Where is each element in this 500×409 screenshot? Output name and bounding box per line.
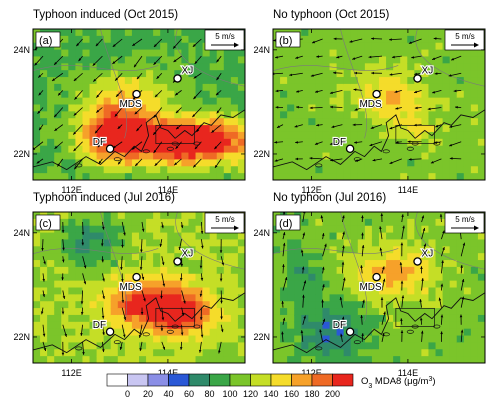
site-mds: MDS <box>358 89 383 111</box>
site-df: DF <box>92 136 115 154</box>
map-frame <box>272 211 486 364</box>
colorbar-swatch <box>127 373 149 387</box>
colorbar-tick: 180 <box>304 389 319 399</box>
panel-title: Typhoon induced (Oct 2015) <box>33 9 178 21</box>
colorbar-swatch <box>250 373 272 387</box>
svg-text:DF: DF <box>93 320 106 331</box>
x-tick-label: 114E <box>398 185 418 195</box>
site-df: DF <box>332 136 355 154</box>
colorbar-tick: 60 <box>184 389 194 399</box>
colorbar: 0 20 40 60 80 100 120 140 160 180 200 O3 MDA8 (μg/m… <box>106 373 436 399</box>
colorbar-swatch <box>332 373 354 387</box>
wind-scale-label: 5 m/s <box>215 215 235 224</box>
y-tick-label: 24N <box>13 45 30 55</box>
wind-scale: 5 m/s <box>444 29 485 51</box>
y-tick-label: 22N <box>13 149 30 159</box>
colorbar-swatch <box>291 373 313 387</box>
map-panel-a: 5 m/s (a) Typhoon induced (Oct 2015) XJ MDS D… <box>13 9 246 195</box>
panel-label: (a) <box>35 31 61 48</box>
wind-scale: 5 m/s <box>444 212 485 234</box>
svg-text:DF: DF <box>333 320 346 331</box>
svg-text:MDS: MDS <box>119 99 142 110</box>
site-mds: MDS <box>118 89 143 111</box>
colorbar-title: O3 MDA8 (μg/m3) <box>361 376 436 390</box>
colorbar-tick: 80 <box>204 389 214 399</box>
colorbar-swatch <box>168 373 190 387</box>
x-tick-label: 112E <box>301 185 321 195</box>
wind-scale-label: 5 m/s <box>215 32 235 41</box>
colorbar-tick: 100 <box>222 389 237 399</box>
svg-text:MDS: MDS <box>359 99 382 110</box>
y-tick-label: 24N <box>253 45 270 55</box>
colorbar-tick: 20 <box>143 389 153 399</box>
x-tick-label: 114E <box>158 368 178 378</box>
panel-label: (c) <box>35 214 61 231</box>
colorbar-tick: 120 <box>243 389 258 399</box>
colorbar-tick: 0 <box>125 389 130 399</box>
x-tick-label: 112E <box>61 368 81 378</box>
map-frame <box>32 28 246 181</box>
map-panel-d: 5 m/s (d) No typhoon (Jul 2016) XJ MDS DF 112E… <box>253 192 486 378</box>
colorbar-tick: 40 <box>163 389 173 399</box>
x-tick-label: 112E <box>61 185 81 195</box>
wind-scale: 5 m/s <box>204 29 245 51</box>
site-df: DF <box>92 319 115 337</box>
y-tick-label: 22N <box>13 332 30 342</box>
svg-text:XJ: XJ <box>182 248 194 259</box>
colorbar-tick: 160 <box>284 389 299 399</box>
svg-text:(b): (b) <box>279 35 292 47</box>
colorbar-swatch <box>229 373 251 387</box>
wind-scale-label: 5 m/s <box>455 32 475 41</box>
site-xj: XJ <box>173 247 194 266</box>
colorbar-swatch <box>188 373 210 387</box>
panel-title: Typhoon induced (Jul 2016) <box>33 192 175 204</box>
wind-scale: 5 m/s <box>204 212 245 234</box>
site-xj: XJ <box>413 64 434 83</box>
y-tick-label: 22N <box>253 332 270 342</box>
svg-text:XJ: XJ <box>422 248 434 259</box>
site-df: DF <box>332 319 355 337</box>
colorbar-swatch <box>270 373 292 387</box>
site-xj: XJ <box>173 64 194 83</box>
svg-text:XJ: XJ <box>422 65 434 76</box>
y-tick-label: 22N <box>253 149 270 159</box>
svg-text:DF: DF <box>333 137 346 148</box>
colorbar-tick: 200 <box>325 389 340 399</box>
colorbar-swatch <box>209 373 231 387</box>
map-frame <box>32 211 246 364</box>
site-mds: MDS <box>358 272 383 294</box>
x-tick-label: 114E <box>158 185 178 195</box>
svg-text:XJ: XJ <box>182 65 194 76</box>
panel-title: No typhoon (Jul 2016) <box>273 192 386 204</box>
wind-scale-label: 5 m/s <box>455 215 475 224</box>
svg-text:(a): (a) <box>39 35 52 47</box>
colorbar-swatch <box>106 373 128 387</box>
site-xj: XJ <box>413 247 434 266</box>
site-mds: MDS <box>118 272 143 294</box>
svg-text:MDS: MDS <box>359 282 382 293</box>
panel-title: No typhoon (Oct 2015) <box>273 9 390 21</box>
panel-label: (b) <box>275 31 301 48</box>
map-panel-c: 5 m/s (c) Typhoon induced (Jul 2016) XJ MDS D… <box>13 192 246 378</box>
svg-text:MDS: MDS <box>119 282 142 293</box>
svg-text:(c): (c) <box>39 218 52 230</box>
map-frame <box>272 28 486 181</box>
svg-text:(d): (d) <box>279 218 292 230</box>
panel-label: (d) <box>275 214 301 231</box>
colorbar-swatch <box>311 373 333 387</box>
map-panel-b: 5 m/s (b) No typhoon (Oct 2015) XJ MDS DF 112E… <box>253 9 486 195</box>
y-tick-label: 24N <box>13 228 30 238</box>
colorbar-swatch <box>147 373 169 387</box>
svg-text:DF: DF <box>93 137 106 148</box>
x-tick-label: 114E <box>398 368 418 378</box>
y-tick-label: 24N <box>253 228 270 238</box>
x-tick-label: 112E <box>301 368 321 378</box>
colorbar-tick: 140 <box>263 389 278 399</box>
